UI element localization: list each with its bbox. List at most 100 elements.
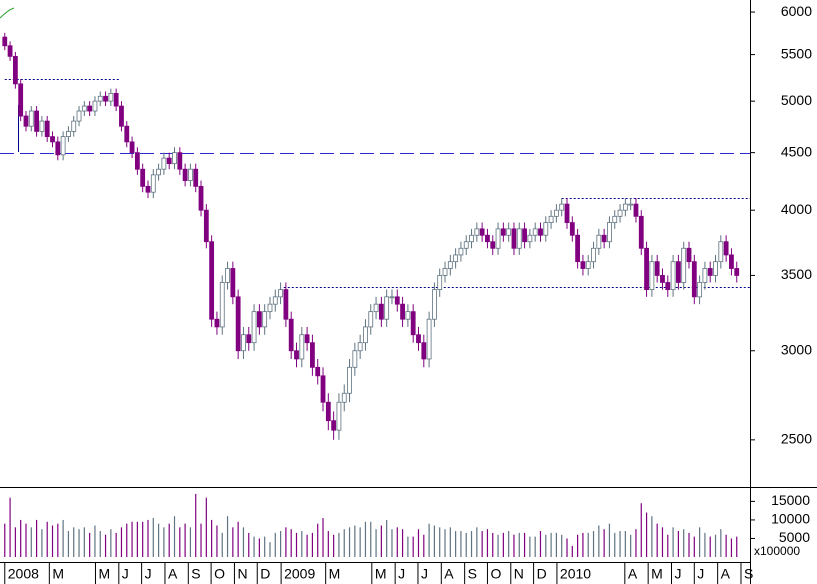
candle-body (400, 303, 405, 320)
candle-body (363, 326, 368, 344)
candle-body (71, 120, 77, 132)
x-tick-label: D (537, 566, 547, 582)
candle-body (479, 228, 485, 236)
candle-body (66, 130, 71, 138)
candle-body (522, 228, 527, 243)
candle-body (384, 296, 390, 320)
candle-body (527, 234, 533, 243)
candle-body (34, 110, 39, 132)
candle-body (660, 275, 665, 283)
y-tick-label: 3500 (781, 266, 812, 282)
candle-body (718, 241, 724, 263)
candle-body (622, 203, 628, 211)
candle-body (81, 105, 87, 112)
candle-body (686, 247, 692, 263)
candle-body (315, 366, 321, 377)
candle-body (182, 168, 188, 181)
candle-body (596, 234, 602, 249)
x-tick-label: J (145, 566, 152, 582)
candle-body (681, 247, 687, 283)
candle-body (644, 247, 649, 290)
x-tick-label: M (329, 566, 341, 582)
candle-body (538, 228, 543, 236)
candle-body (341, 392, 347, 403)
candle-body (294, 350, 299, 360)
candle-body (410, 311, 416, 336)
candle-body (352, 350, 358, 368)
candle-body (485, 234, 490, 243)
candle-body (283, 289, 289, 320)
candle-body (209, 241, 215, 320)
candle-body (251, 311, 257, 344)
candle-body (230, 268, 236, 298)
x-tick-label: 2009 (284, 566, 315, 582)
y-tick-label: 2500 (781, 431, 812, 447)
candle-body (405, 311, 411, 320)
x-tick-label: O (214, 566, 225, 582)
x-tick-label: J (674, 566, 681, 582)
x-tick-label: J (697, 566, 704, 582)
candle-body (87, 105, 93, 112)
x-tick-label: S (744, 566, 753, 582)
candle-body (432, 289, 437, 320)
candle-body (734, 268, 740, 276)
candle-body (516, 228, 522, 249)
x-tick-label: 2010 (560, 566, 591, 582)
candle-body (97, 95, 103, 102)
candle-body (60, 136, 66, 156)
x-tick-label: N (514, 566, 524, 582)
candle-body (511, 228, 517, 249)
candle-body (55, 141, 61, 156)
candle-body (336, 401, 342, 431)
candle-body (575, 234, 581, 263)
candle-body (691, 261, 697, 298)
candle-body (601, 234, 607, 243)
candle-body (506, 228, 512, 236)
candle-body (474, 228, 480, 236)
candle-body (214, 318, 220, 328)
candle-body (437, 275, 443, 290)
candle-body (108, 92, 114, 102)
candle-body (665, 282, 671, 290)
candle-body (103, 95, 108, 102)
candle-body (113, 92, 119, 107)
candle-body (18, 83, 24, 117)
candle-body (92, 100, 98, 112)
candle-body (543, 222, 549, 236)
y-tick-label: 4500 (781, 143, 812, 159)
candle-body (569, 222, 575, 236)
x-tick-label: A (444, 566, 454, 582)
candle-body (156, 168, 161, 176)
candle-body (235, 296, 241, 352)
candle-body (612, 215, 618, 223)
candle-body (299, 334, 305, 360)
candle-body (649, 261, 655, 290)
candle-body (707, 268, 713, 276)
candle-body (219, 282, 225, 328)
y-tick-label: 4000 (781, 201, 812, 217)
candle-body (713, 261, 718, 276)
candle-body (490, 241, 496, 249)
x-tick-label: D (260, 566, 270, 582)
candle-body (394, 296, 400, 305)
candle-body (256, 311, 262, 328)
x-tick-label: S (191, 566, 200, 582)
candle-body (554, 209, 559, 217)
candle-body (532, 228, 538, 236)
candle-body (150, 174, 156, 193)
candle-body (188, 168, 193, 181)
candle-body (447, 261, 453, 269)
x-tick-label: J (398, 566, 405, 582)
x-tick-label: M (375, 566, 387, 582)
x-tick-label: J (421, 566, 428, 582)
candle-body (591, 247, 596, 263)
candle-body (140, 168, 146, 187)
y-tick-label: 3000 (781, 341, 812, 357)
candle-body (347, 366, 352, 394)
candle-body (670, 261, 676, 290)
volume-tick-label: 10000 (771, 511, 810, 527)
candle-body (272, 296, 278, 305)
x-tick-label: O (490, 566, 501, 582)
candle-body (633, 203, 639, 217)
candle-body (145, 185, 151, 193)
